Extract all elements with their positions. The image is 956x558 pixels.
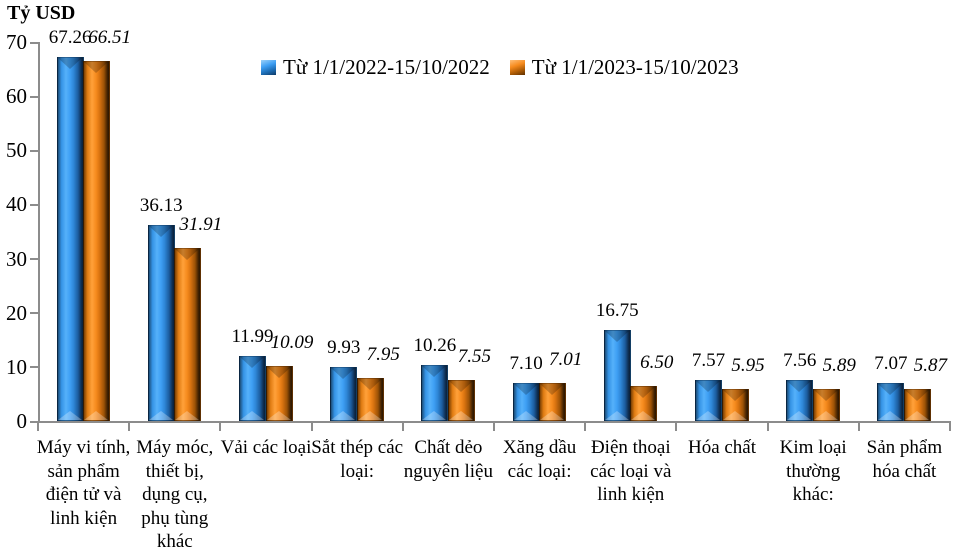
bar-2023 [83,60,111,421]
y-tick [30,420,38,423]
value-label-2023: 5.95 [731,354,765,376]
bar-2023 [630,385,658,421]
legend-label-2023: Từ 1/1/2023-15/10/2023 [531,55,739,79]
bar-2022 [877,382,905,421]
x-tick [219,422,222,431]
x-tick [310,422,313,431]
value-label-2023: 7.01 [548,349,583,371]
category-label: Điện thoại các loại và linh kiện [590,437,672,505]
y-tick [30,95,38,98]
x-tick [766,422,769,431]
value-label-2022: 16.75 [595,300,639,322]
value-label-2023: 6.50 [640,351,674,373]
category-label: Xăng dầu các loại: [502,437,577,482]
value-label-2023: 7.55 [457,346,492,368]
legend: Từ 1/1/2022-15/10/2022 Từ 1/1/2023-15/10… [261,55,739,80]
y-axis-unit-title: Tỷ USD [7,2,76,24]
x-tick [401,422,404,431]
y-tick-label: 40 [6,192,27,217]
value-label-2023: 31.91 [179,214,223,236]
y-tick-label: 70 [6,30,27,54]
y-tick [30,41,38,44]
bar-2023 [539,383,567,421]
y-tick-label: 50 [6,138,27,163]
y-tick-label: 60 [6,84,27,109]
bar-2022 [695,380,722,421]
y-tick [30,312,38,315]
y-tick [30,203,38,206]
category-label: Vải các loại [220,437,312,458]
x-tick [857,422,860,431]
value-label-2023: 7.95 [366,343,400,365]
value-label-2022: 7.07 [874,352,908,374]
bar-2022 [603,330,631,421]
value-label-2022: 11.99 [231,326,274,348]
bar-2023 [356,377,384,421]
x-axis-line [38,421,951,423]
category-label: Sản phẩm hóa chất [866,437,943,482]
value-label-2022: 10.26 [413,335,457,357]
category-label: Kim loại thường khác: [779,437,847,505]
value-label-2022: 7.56 [783,350,817,372]
bar-2022 [56,56,84,421]
bar-2022 [421,365,449,421]
legend-item-2023: Từ 1/1/2023-15/10/2023 [509,55,739,80]
value-label-2022: 7.10 [509,352,543,374]
bar-2022 [512,382,540,421]
value-label-2023: 66.51 [88,26,131,48]
y-tick [30,258,38,261]
bar-2023 [174,248,202,421]
y-tick [30,149,38,152]
category-label: Hóa chất [687,437,757,458]
y-tick-label: 20 [6,300,27,325]
legend-swatch-2023-icon [509,60,525,75]
bar-2022 [330,367,358,421]
y-tick-label: 10 [6,354,27,379]
bar-2023 [903,389,931,421]
bar-2022 [147,225,175,421]
bar-2023 [721,388,749,421]
y-tick-label: 0 [16,409,28,433]
x-tick [949,422,951,431]
bar-2023 [265,366,293,421]
bar-2023 [447,380,475,421]
category-label: Sắt thép các loại: [311,437,404,482]
legend-item-2022: Từ 1/1/2022-15/10/2022 [261,55,490,80]
x-tick [584,422,587,431]
value-label-2022: 36.13 [139,195,183,217]
value-label-2022: 7.57 [691,350,726,371]
x-tick [37,422,39,431]
y-tick-label: 30 [6,246,27,271]
value-label-2022: 9.93 [327,337,361,359]
bar-2022 [239,356,266,421]
x-tick [493,422,495,431]
bar-2023 [812,389,840,421]
value-label-2022: 67.26 [48,26,92,48]
x-tick [128,422,131,431]
value-label-2023: 5.87 [913,355,948,377]
value-label-2023: 10.09 [270,332,314,354]
category-label: Máy vi tính, sản phẩm điện tử và linh ki… [36,437,131,529]
x-tick [675,422,678,431]
bar-2022 [786,380,814,421]
legend-label-2022: Từ 1/1/2022-15/10/2022 [283,55,490,79]
value-label-2023: 5.89 [822,355,856,377]
category-label: Máy móc, thiết bị, dụng cụ, phụ tùng khá… [136,437,214,552]
y-tick [30,366,38,369]
legend-swatch-2022-icon [261,60,276,75]
y-axis-line [38,42,40,421]
category-label: Chất dẻo nguyên liệu [403,437,493,482]
